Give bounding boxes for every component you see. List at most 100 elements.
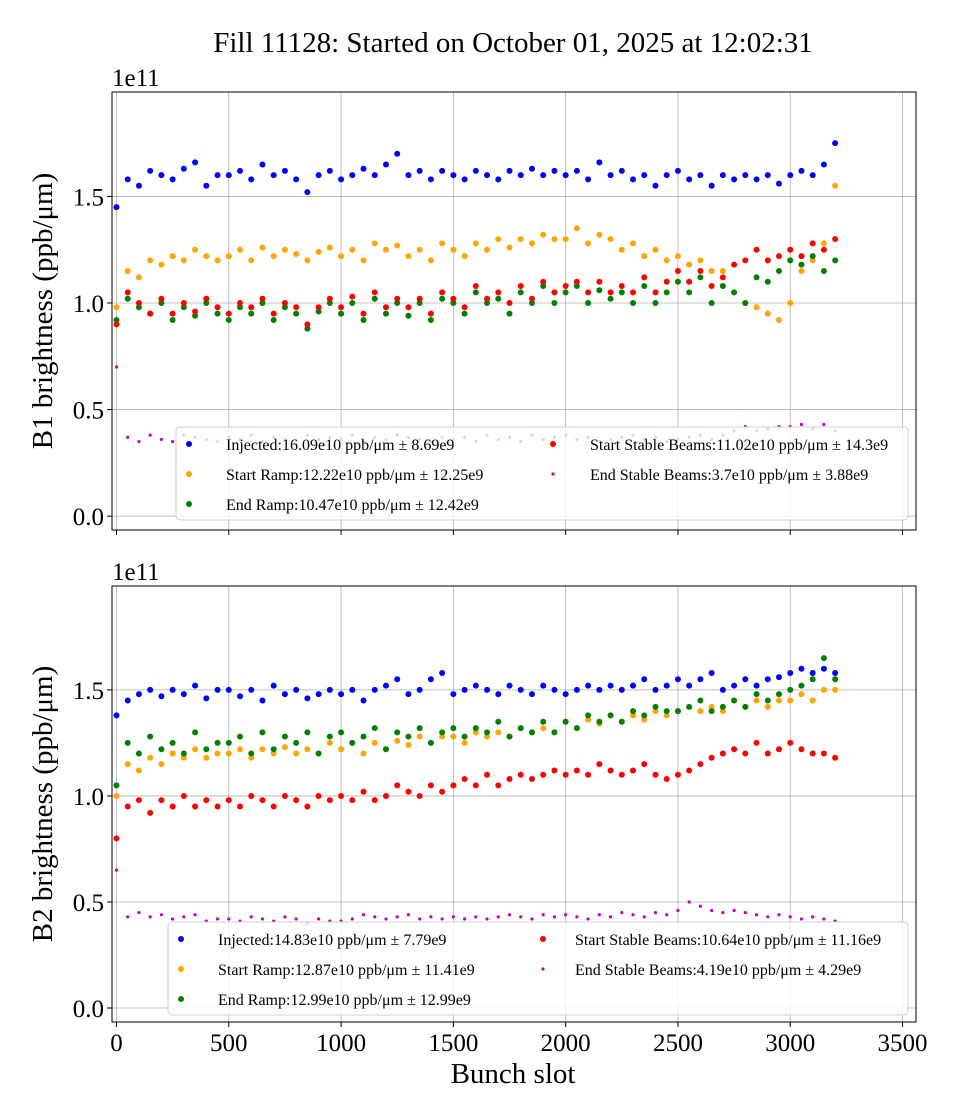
- y-tick-label: 1.0: [73, 291, 104, 318]
- data-point: [551, 300, 558, 307]
- data-point: [787, 172, 794, 179]
- data-point: [439, 289, 446, 296]
- data-point: [427, 257, 434, 264]
- data-point: [395, 915, 399, 919]
- data-point: [371, 240, 378, 247]
- data-point: [203, 253, 210, 260]
- data-point: [237, 733, 244, 740]
- data-point: [573, 225, 580, 232]
- legend-marker: [550, 441, 556, 447]
- data-point: [373, 915, 377, 919]
- data-point: [371, 289, 378, 296]
- data-point: [776, 691, 783, 698]
- data-point: [293, 250, 300, 257]
- data-point: [270, 317, 277, 324]
- data-point: [382, 310, 389, 317]
- data-point: [742, 172, 749, 179]
- data-point: [113, 792, 120, 799]
- data-point: [799, 422, 804, 427]
- data-point: [652, 300, 659, 307]
- data-point: [495, 295, 502, 302]
- data-point: [405, 788, 412, 795]
- data-point: [585, 300, 592, 307]
- chart-title: Fill 11128: Started on October 01, 2025 …: [213, 27, 813, 59]
- data-point: [742, 300, 749, 307]
- data-point: [495, 236, 502, 243]
- data-point: [641, 274, 648, 281]
- data-point: [249, 915, 253, 919]
- legend-marker: [186, 501, 192, 507]
- data-point: [764, 750, 771, 757]
- data-point: [484, 771, 491, 778]
- data-point: [674, 167, 681, 174]
- data-point: [113, 321, 120, 328]
- data-point: [260, 917, 265, 921]
- data-point: [618, 771, 625, 778]
- data-point: [382, 682, 389, 689]
- data-point: [135, 691, 142, 698]
- data-point: [394, 150, 401, 157]
- data-point: [135, 300, 142, 307]
- data-point: [180, 792, 187, 799]
- data-point: [169, 310, 176, 317]
- data-point: [652, 289, 659, 296]
- data-point: [259, 244, 266, 251]
- data-point: [798, 665, 805, 672]
- data-point: [158, 172, 165, 179]
- data-point: [641, 716, 648, 723]
- data-point: [787, 669, 794, 676]
- data-point: [742, 676, 749, 683]
- data-point: [270, 682, 277, 689]
- data-point: [315, 248, 322, 255]
- data-point: [405, 304, 412, 311]
- data-point: [597, 913, 601, 917]
- data-point: [562, 172, 569, 179]
- data-point: [697, 257, 704, 264]
- data-point: [182, 915, 186, 919]
- data-point: [304, 321, 311, 328]
- x-tick-label: 3500: [878, 1030, 928, 1057]
- data-point: [596, 718, 603, 725]
- data-point: [552, 915, 557, 919]
- data-point: [620, 910, 624, 915]
- data-point: [798, 691, 805, 698]
- data-point: [461, 253, 468, 260]
- data-point: [607, 295, 614, 302]
- data-point: [124, 761, 131, 768]
- data-point: [439, 240, 446, 247]
- data-point: [495, 718, 502, 725]
- data-point: [225, 317, 232, 324]
- data-point: [754, 913, 759, 917]
- data-point: [697, 274, 704, 281]
- data-point: [708, 282, 715, 289]
- data-point: [832, 257, 839, 264]
- data-point: [731, 746, 738, 753]
- data-point: [193, 913, 197, 917]
- data-point: [697, 697, 704, 704]
- data-point: [596, 686, 603, 693]
- data-point: [519, 915, 523, 919]
- data-point: [416, 733, 423, 740]
- data-point: [281, 304, 288, 311]
- data-point: [135, 767, 142, 774]
- data-point: [192, 682, 199, 689]
- data-point: [832, 754, 839, 761]
- data-point: [214, 172, 221, 179]
- data-point: [573, 282, 580, 289]
- data-point: [766, 915, 770, 919]
- data-point: [338, 304, 345, 311]
- data-point: [832, 669, 839, 676]
- data-point: [360, 257, 367, 264]
- data-point: [360, 317, 367, 324]
- data-point: [472, 725, 479, 732]
- data-point: [764, 257, 771, 264]
- legend-label: End Ramp:12.99e10 ppb/μm ± 12.99e9: [218, 992, 471, 1009]
- data-point: [551, 236, 558, 243]
- data-point: [564, 913, 568, 917]
- data-point: [293, 310, 300, 317]
- data-point: [732, 908, 736, 913]
- data-point: [822, 422, 826, 427]
- data-point: [753, 682, 760, 689]
- data-point: [113, 304, 120, 311]
- data-point: [551, 289, 558, 296]
